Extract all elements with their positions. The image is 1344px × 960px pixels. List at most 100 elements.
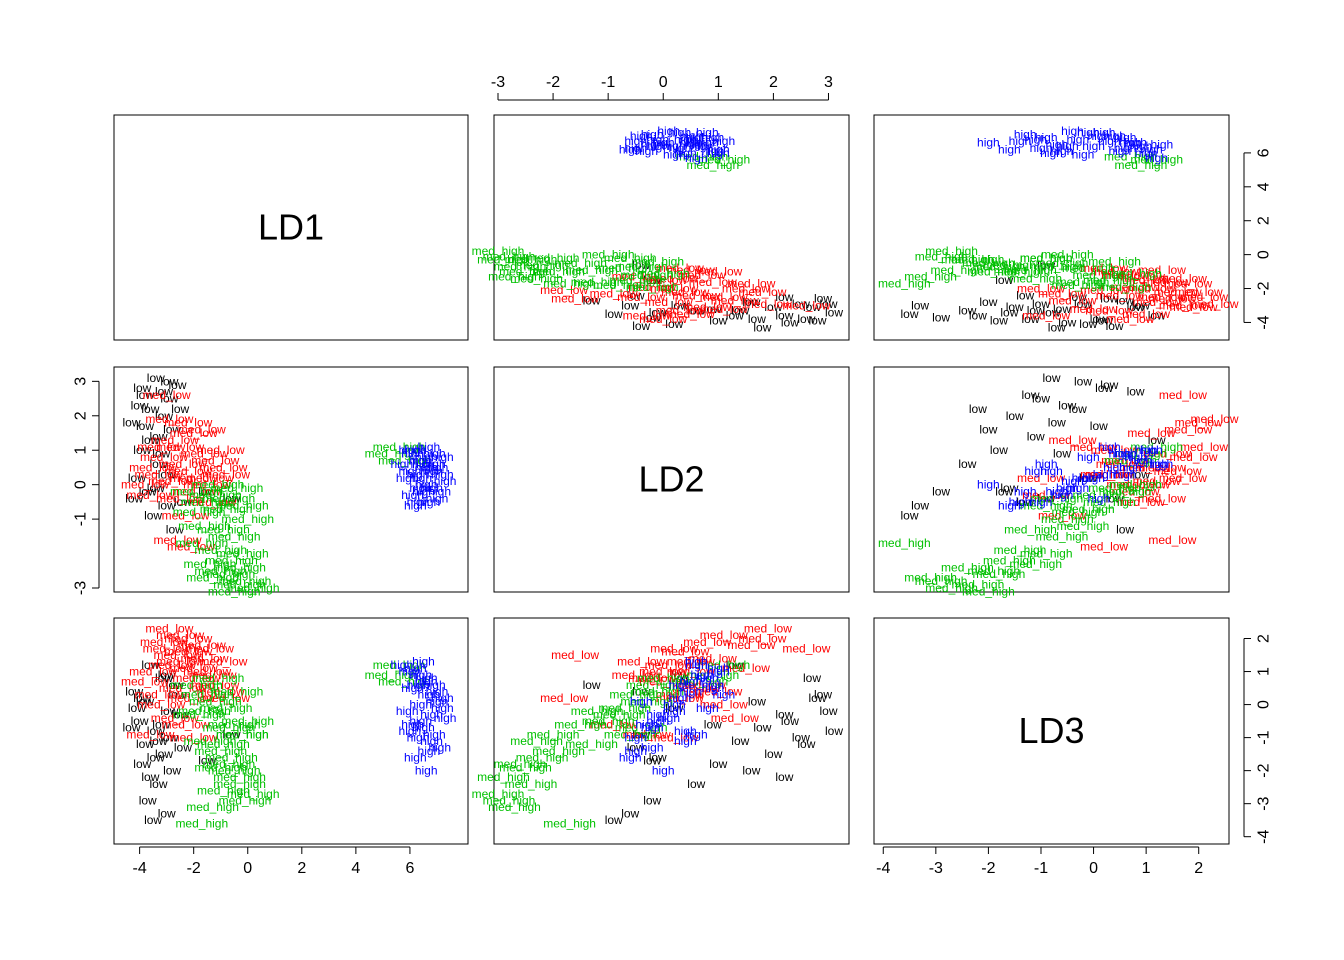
point-label-low: low [632,319,650,333]
bottom-axis-ld1-tick-label: 2 [297,860,306,877]
point-label-low: low [632,727,650,741]
point-label-med_high: med_high [365,447,418,461]
point-label-low: low [1100,378,1118,392]
point-label-low: low [627,741,645,755]
diagonal-label-ld2: LD2 [638,459,704,500]
point-label-low: low [643,273,661,287]
point-label-med_low: med_low [639,665,687,679]
point-label-med_low: med_low [1180,440,1228,454]
point-label-med_high: med_high [554,256,607,270]
point-label-med_low: med_low [1148,533,1196,547]
point-label-med_high: med_high [1036,529,1089,543]
point-label-med_low: med_low [551,292,599,306]
point-label-med_high: med_high [213,578,266,592]
point-label-high: high [668,678,691,692]
point-label-med_low: med_low [140,450,188,464]
point-label-low: low [1127,300,1145,314]
point-label-high: high [1130,454,1153,468]
point-label-med_high: med_high [170,485,223,499]
point-label-low: low [1000,305,1018,319]
bottom-axis-ld3-tick-label: 1 [1142,860,1151,877]
point-label-med_high: med_high [615,721,668,735]
point-label-low: low [168,378,186,392]
point-label-med_low: med_low [1169,450,1217,464]
point-label-med_low: med_low [159,681,207,695]
point-label-high: high [630,694,653,708]
point-label-med_low: med_low [170,471,218,485]
point-label-med_high: med_high [915,249,968,263]
point-label-low: low [1074,297,1092,311]
point-label-low: low [764,747,782,761]
point-label-med_high: med_high [186,571,239,585]
point-label-med_high: med_high [194,760,247,774]
point-label-low: low [632,684,650,698]
point-label-med_low: med_low [1138,460,1186,474]
point-label-med_high: med_high [184,557,237,571]
point-label-high: high [407,731,430,745]
point-label-low: low [900,307,918,321]
point-label-med_low: med_low [1127,282,1175,296]
point-label-med_high: med_high [1109,478,1162,492]
point-label-med_high: med_high [227,581,280,595]
point-label-med_high: med_high [197,737,250,751]
point-label-high: high [1124,136,1147,150]
point-label-low: low [125,684,143,698]
point-label-med_low: med_low [617,290,665,304]
right-axis-ld1-tick-label: 4 [1256,182,1273,191]
point-label-low: low [158,467,176,481]
left-axis-ld2-tick-label: 0 [73,480,90,489]
point-label-med_high: med_high [631,684,684,698]
point-label-med_high: med_high [192,671,245,685]
point-label-med_low: med_low [1159,299,1207,313]
point-label-med_low: med_low [191,454,239,468]
top-axis-ld2-tick-label: 2 [769,74,778,91]
point-label-low: low [1058,398,1076,412]
point-label-med_high: med_high [952,253,1005,267]
point-label-high: high [396,704,419,718]
point-label-high: high [1093,126,1116,140]
point-label-med_low: med_low [1022,488,1070,502]
point-label-med_low: med_low [612,668,660,682]
point-label-high: high [412,485,435,499]
point-label-med_low: med_low [1091,265,1139,279]
point-label-med_high: med_high [1041,248,1094,262]
point-label-med_high: med_high [983,258,1036,272]
point-label-med_low: med_low [189,495,237,509]
point-label-med_low: med_low [1175,416,1223,430]
point-label-high: high [624,134,647,148]
point-label-med_low: med_low [148,474,196,488]
point-label-med_high: med_high [194,543,247,557]
point-label-med_high: med_high [208,529,261,543]
point-label-med_low: med_low [134,467,182,481]
point-label-low: low [171,708,189,722]
point-label-med_high: med_high [483,793,536,807]
point-label-med_high: med_high [1083,273,1136,287]
point-label-low: low [969,309,987,323]
point-label-high: high [423,457,446,471]
point-label-low: low [131,714,149,728]
point-label-high: high [418,744,441,758]
point-label-med_high: med_high [477,253,530,267]
point-label-med_high: med_high [697,153,750,167]
point-label-high: high [409,471,432,485]
bottom-axis-ld3-tick-label: -4 [876,860,890,877]
point-label-med_low: med_low [1169,300,1217,314]
point-label-med_low: med_low [197,443,245,457]
point-label-high: high [415,675,438,689]
point-label-med_high: med_high [675,149,728,163]
point-label-med_high: med_high [488,800,541,814]
point-label-med_high: med_high [941,253,994,267]
point-label-low: low [995,273,1013,287]
point-label-high: high [624,744,647,758]
point-label-med_low: med_low [137,698,185,712]
point-label-high: high [685,131,708,145]
bottom-axis-ld1-tick-label: 6 [405,860,414,877]
point-label-high: high [663,698,686,712]
point-label-med_high: med_high [197,522,250,536]
point-label-low: low [1079,317,1097,331]
point-label-med_high: med_high [221,714,274,728]
point-label-med_low: med_low [164,632,212,646]
point-label-high: high [1119,136,1142,150]
point-label-med_high: med_high [373,658,426,672]
point-label-med_low: med_low [153,648,201,662]
